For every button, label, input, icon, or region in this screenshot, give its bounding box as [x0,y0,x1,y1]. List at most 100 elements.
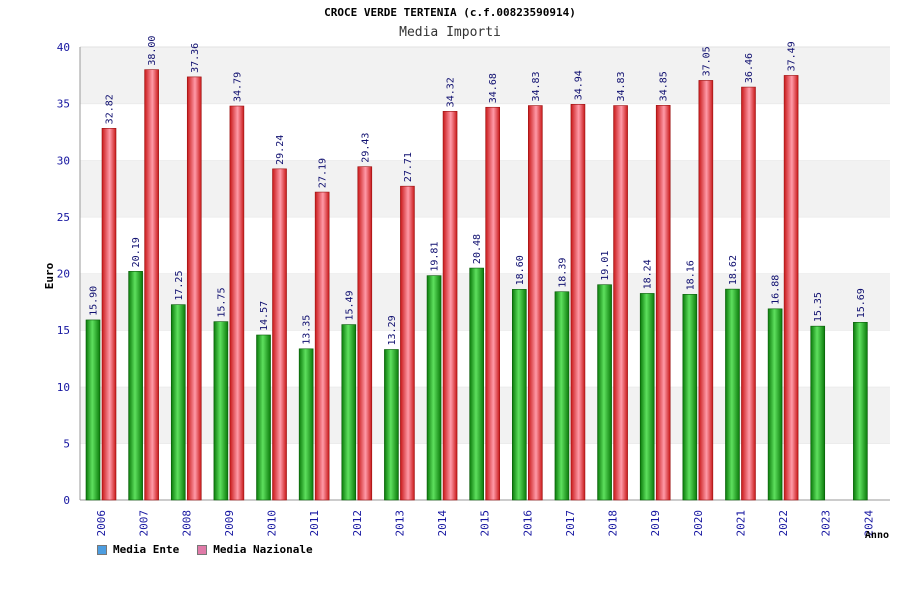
bar-media-ente [85,319,101,501]
data-label: 15.35 [813,292,824,322]
data-label: 34.68 [488,73,499,103]
legend-label-ente: Media Ente [113,543,180,556]
bar-media-nazionale [357,166,373,501]
data-label: 15.49 [344,290,355,320]
bar-media-ente [469,267,484,501]
data-label: 29.24 [275,135,286,165]
bar-media-nazionale [698,80,714,501]
bar-media-ente [341,324,357,501]
data-label: 17.25 [174,271,185,301]
data-label: 20.48 [472,234,483,264]
data-label: 37.36 [190,43,201,73]
y-tick-label: 15 [57,324,70,337]
bar-media-ente [128,271,143,501]
bar-media-nazionale [741,86,756,501]
legend: Media Ente Media Nazionale [97,543,313,556]
data-label: 16.88 [771,275,782,305]
data-label: 34.79 [232,72,243,102]
bar-media-ente [170,304,186,501]
bar-media-nazionale [442,111,458,501]
legend-item-ente: Media Ente [97,543,179,556]
y-tick-label: 35 [57,98,70,111]
bar-media-ente [554,291,570,501]
chart-title: CROCE VERDE TERTENIA (c.f.00823590914) [324,6,576,19]
y-tick-label: 20 [57,268,70,281]
bar-media-ente [384,349,399,501]
y-tick-label: 0 [63,494,70,507]
bar-media-ente [298,348,314,501]
x-tick-label: 2017 [564,510,577,537]
bar-media-nazionale [400,185,415,501]
data-label: 27.19 [318,158,329,188]
data-label: 18.62 [728,255,739,285]
data-label: 15.69 [856,288,867,318]
x-tick-label: 2023 [820,510,833,537]
bar-media-ente [810,325,826,501]
x-tick-label: 2014 [436,510,449,537]
data-label: 15.90 [89,286,100,316]
bar-media-ente [639,293,655,501]
x-tick-label: 2009 [223,510,236,537]
data-label: 20.19 [131,237,142,267]
legend-swatch-nazionale [197,544,208,555]
x-tick-label: 2013 [393,510,406,537]
bar-media-ente [767,308,783,501]
bar-media-nazionale [186,76,202,501]
data-label: 38.00 [147,36,158,66]
data-label: 34.83 [531,71,542,101]
data-label: 14.57 [259,301,270,331]
bar-media-ente [213,321,229,501]
data-label: 36.46 [744,53,755,83]
x-tick-label: 2012 [351,510,364,537]
x-axis-label: Anno [865,530,889,541]
bar-media-ente [725,288,740,501]
x-tick-label: 2024 [862,510,875,537]
x-tick-label: 2021 [734,510,747,537]
bar-media-ente [597,284,612,501]
bar-media-nazionale [570,104,586,501]
chart-subtitle: Media Importi [399,25,501,40]
data-label: 32.82 [105,94,116,124]
data-label: 34.85 [659,71,670,101]
data-label: 15.75 [216,288,227,318]
data-label: 18.24 [643,259,654,289]
x-tick-label: 2010 [266,510,279,537]
bar-media-nazionale [655,105,671,501]
y-tick-label: 5 [63,437,70,450]
data-label: 37.05 [701,46,712,76]
data-label: 13.29 [387,315,398,345]
x-tick-label: 2006 [95,510,108,537]
data-label: 34.94 [573,70,584,100]
bar-media-ente [256,334,271,501]
bar-media-nazionale [613,105,628,501]
data-label: 18.16 [685,260,696,290]
bar-media-ente [682,294,698,501]
data-label: 37.49 [787,41,798,71]
x-tick-label: 2007 [138,510,151,537]
data-label: 18.60 [515,255,526,285]
bar-media-nazionale [783,75,799,501]
bar-media-nazionale [144,69,159,501]
x-tick-label: 2020 [692,510,705,537]
bar-media-nazionale [528,105,543,501]
y-tick-label: 30 [57,154,70,167]
x-tick-label: 2019 [649,510,662,537]
data-label: 13.35 [302,315,313,345]
x-tick-label: 2022 [777,510,790,537]
bar-media-nazionale [229,105,245,501]
y-tick-label: 40 [57,41,70,54]
x-tick-label: 2015 [479,510,492,537]
bar-media-nazionale [485,106,500,501]
data-label: 27.71 [403,152,414,182]
y-axis-label: Euro [43,262,56,289]
x-tick-label: 2018 [607,510,620,537]
legend-swatch-ente [97,544,107,555]
x-tick-label: 2011 [308,510,321,537]
data-label: 19.81 [430,242,441,272]
bar-media-ente [512,289,527,501]
y-tick-label: 10 [57,381,70,394]
x-tick-label: 2008 [180,510,193,537]
legend-label-nazionale: Media Nazionale [213,543,313,556]
data-label: 29.43 [360,133,371,163]
